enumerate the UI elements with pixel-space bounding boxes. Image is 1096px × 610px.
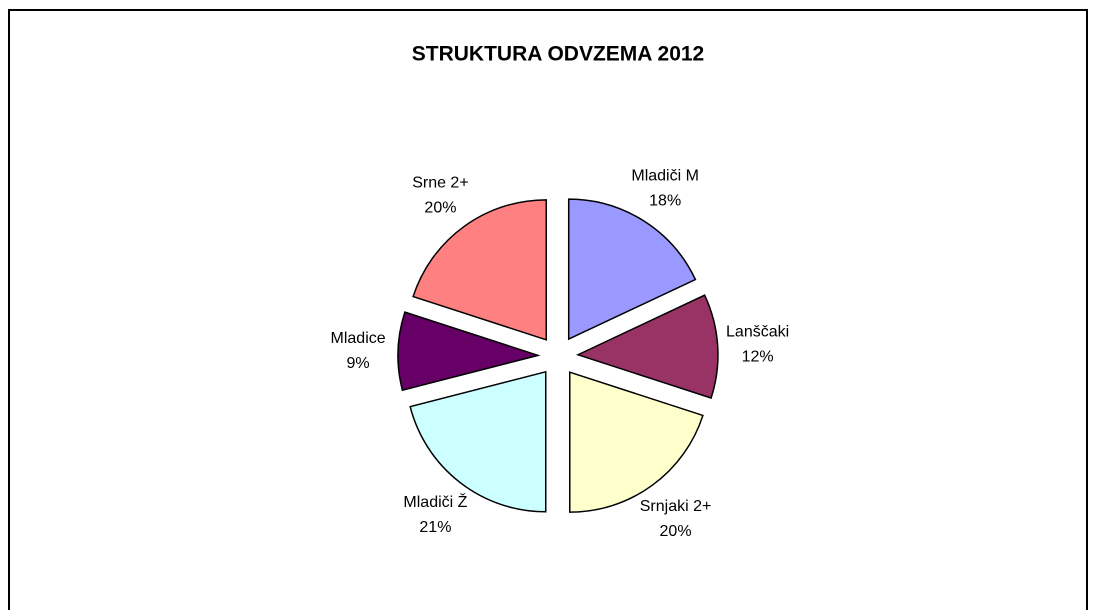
pie-slice [567, 198, 697, 341]
slice-value-label: 20% [424, 199, 456, 216]
slice-value-label: 20% [660, 523, 692, 540]
chart-title: STRUKTURA ODVZEMA 2012 [412, 43, 704, 66]
pie-slice [569, 371, 704, 513]
slice-label: Mladice [331, 330, 386, 347]
pie-slice [397, 311, 541, 392]
slice-value-label: 21% [419, 519, 451, 536]
slice-value-label: 9% [347, 355, 370, 372]
slice-label: Lanščaki [726, 324, 789, 341]
slice-value-label: 18% [649, 192, 681, 209]
slice-label: Mladiči M [631, 167, 699, 184]
pie-slice [409, 370, 547, 513]
slice-label: Srne 2+ [412, 174, 468, 191]
pie-slice [575, 294, 719, 399]
slice-value-label: 12% [742, 349, 774, 366]
pie-slice [412, 199, 547, 341]
slice-label: Srnjaki 2+ [640, 498, 712, 515]
slice-label: Mladiči Ž [403, 492, 467, 511]
chart-frame [8, 9, 1088, 610]
